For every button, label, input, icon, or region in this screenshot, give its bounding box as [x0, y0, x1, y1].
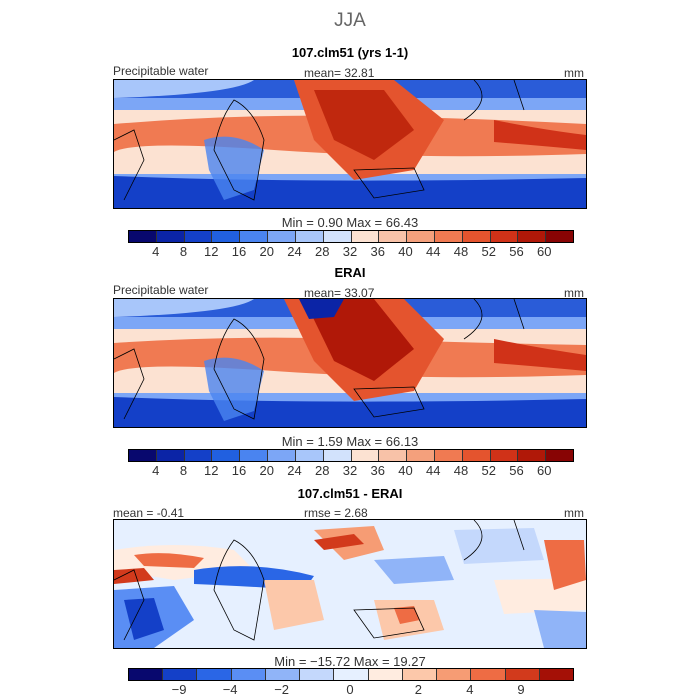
- tick-label: 20: [259, 463, 274, 478]
- tick-label: 48: [453, 463, 469, 478]
- panel-2-title: ERAI: [334, 265, 366, 280]
- tick-label: 40: [398, 463, 413, 478]
- tick-label: 0: [346, 682, 354, 697]
- tick-label: −9: [171, 682, 187, 697]
- panel-2-units-label: mm: [564, 286, 584, 300]
- tick-label: 56: [509, 463, 524, 478]
- tick-label: 52: [481, 463, 496, 478]
- panel-1-map: [113, 79, 587, 209]
- panel-1-mean-label: mean= 32.81: [304, 66, 375, 80]
- figure-title: JJA: [334, 10, 366, 31]
- tick-label: 12: [204, 463, 219, 478]
- panel-1-units-label: mm: [564, 66, 584, 80]
- tick-label: 56: [509, 244, 524, 259]
- tick-label: 2: [414, 682, 422, 697]
- panel-2-variable-label: Precipitable water: [113, 283, 209, 297]
- panel-2-colorbar-ticks: 4 8 12 16 20 24 28 32 36 40 44 48 52 56 …: [128, 463, 572, 479]
- panel-3-title: 107.clm51 - ERAI: [297, 486, 403, 501]
- tick-label: 28: [315, 244, 330, 259]
- panel-1-min-max: Min = 0.90 Max = 66.43: [281, 215, 419, 230]
- panel-3-colorbar: [128, 668, 574, 681]
- tick-label: 16: [231, 463, 247, 478]
- panel-2-map: [113, 298, 587, 428]
- tick-label: 32: [342, 463, 358, 478]
- tick-label: −2: [274, 682, 290, 697]
- panel-1-colorbar: [128, 230, 574, 243]
- panel-3-colorbar-ticks: −9 −4 −2 0 2 4 9: [128, 682, 572, 698]
- tick-label: 36: [370, 463, 385, 478]
- tick-label: 4: [152, 244, 160, 259]
- panel-1-title: 107.clm51 (yrs 1-1): [291, 45, 409, 60]
- panel-1-colorbar-ticks: 4 8 12 16 20 24 28 32 36 40 44 48 52 56 …: [128, 244, 572, 260]
- tick-label: 60: [537, 463, 552, 478]
- tick-label: 48: [453, 244, 469, 259]
- panel-2-min-max: Min = 1.59 Max = 66.13: [281, 434, 419, 449]
- panel-3-units-label: mm: [564, 506, 584, 520]
- tick-label: −4: [222, 682, 238, 697]
- tick-label: 8: [179, 244, 188, 259]
- panel-3-mean-label: mean = -0.41: [113, 506, 185, 520]
- panel-2-colorbar: [128, 449, 574, 462]
- tick-label: 4: [466, 682, 474, 697]
- panel-3-min-max: Min = −15.72 Max = 19.27: [274, 654, 426, 669]
- tick-label: 12: [204, 244, 219, 259]
- panel-3-rmse-label: rmse = 2.68: [304, 506, 368, 520]
- tick-label: 4: [152, 463, 160, 478]
- panel-2-mean-label: mean= 33.07: [304, 286, 375, 300]
- tick-label: 16: [231, 244, 247, 259]
- tick-label: 8: [179, 463, 188, 478]
- tick-label: 24: [287, 244, 302, 259]
- tick-label: 36: [370, 244, 385, 259]
- tick-label: 44: [426, 244, 441, 259]
- tick-label: 20: [259, 244, 274, 259]
- tick-label: 60: [537, 244, 552, 259]
- tick-label: 24: [287, 463, 302, 478]
- panel-1-variable-label: Precipitable water: [113, 64, 209, 78]
- tick-label: 32: [342, 244, 358, 259]
- tick-label: 52: [481, 244, 496, 259]
- tick-label: 40: [398, 244, 413, 259]
- tick-label: 9: [517, 682, 525, 697]
- panel-3-map: [113, 519, 587, 649]
- tick-label: 28: [315, 463, 330, 478]
- tick-label: 44: [426, 463, 441, 478]
